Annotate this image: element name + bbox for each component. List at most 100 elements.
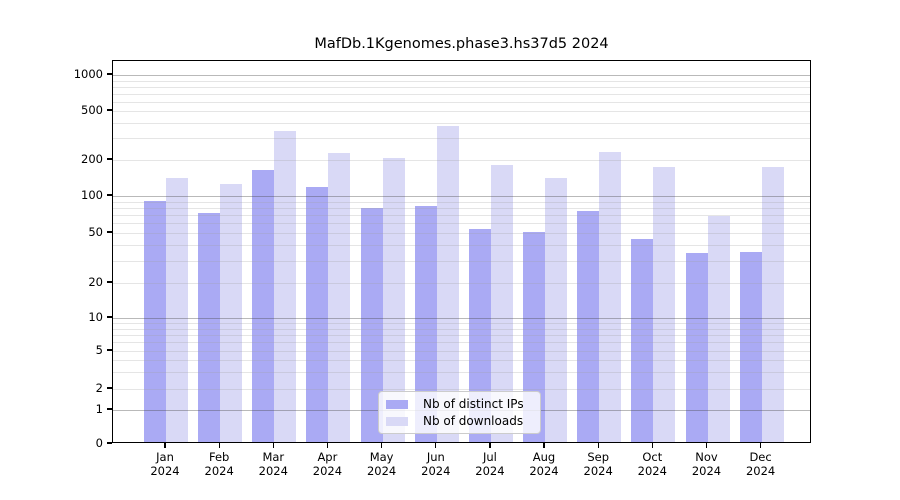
grid-line-minor	[113, 207, 810, 209]
y-tick-mark	[107, 387, 112, 389]
x-tick-mark	[489, 443, 491, 448]
y-tick-mark	[107, 73, 112, 75]
bar-distinct-ips-jul	[468, 228, 491, 442]
x-tick-year: 2024	[691, 464, 722, 478]
x-tick-month: Jan	[156, 450, 174, 464]
x-tick-month: Feb	[209, 450, 230, 464]
legend-label-distinct-ips: Nb of distinct IPs	[423, 397, 524, 411]
x-tick-year: 2024	[312, 464, 343, 478]
y-tick-mark	[107, 158, 112, 160]
bar-distinct-ips-mar	[252, 170, 275, 442]
grid-line-minor	[113, 80, 810, 82]
legend-swatch-distinct-ips	[386, 399, 408, 409]
legend: Nb of distinct IPs Nb of downloads	[378, 391, 541, 434]
x-tick-year: 2024	[529, 464, 559, 478]
legend-row-distinct-ips: Nb of distinct IPs	[379, 397, 540, 411]
x-tick-month: Jul	[482, 450, 497, 464]
x-tick-label: Jan 2024	[137, 450, 193, 478]
bar-downloads-jan	[166, 177, 188, 442]
grid-line-minor	[113, 201, 810, 203]
x-tick-month: Dec	[749, 450, 772, 464]
bar-downloads-aug	[545, 178, 567, 442]
x-tick-month: Apr	[317, 450, 338, 464]
x-tick-year: 2024	[637, 464, 667, 478]
y-tick-label: 500	[81, 102, 103, 117]
x-tick-mark	[435, 443, 437, 448]
x-tick-year: 2024	[583, 464, 613, 478]
bar-distinct-ips-aug	[523, 232, 545, 442]
grid-line-major	[113, 196, 810, 197]
x-tick-year: 2024	[421, 464, 451, 478]
x-tick-month: Mar	[262, 450, 285, 464]
bar-downloads-jul	[490, 165, 513, 442]
y-tick-mark	[107, 194, 112, 196]
bar-downloads-sep	[599, 152, 622, 442]
x-tick-year: 2024	[204, 464, 234, 478]
y-tick-mark	[107, 442, 112, 444]
bar-downloads-dec	[761, 167, 784, 442]
y-tick-label: 20	[88, 274, 103, 289]
x-tick-year: 2024	[150, 464, 180, 478]
x-tick-label: Sep 2024	[570, 450, 626, 478]
bar-distinct-ips-nov	[685, 253, 708, 442]
y-tick-label: 2	[95, 380, 103, 395]
x-tick-year: 2024	[366, 464, 397, 478]
x-tick-mark	[705, 443, 708, 448]
x-tick-month: Sep	[587, 450, 610, 464]
x-tick-month: Jun	[426, 450, 445, 464]
bar-distinct-ips-may	[360, 207, 383, 442]
x-tick-mark	[759, 443, 762, 448]
y-tick-mark	[107, 349, 112, 351]
x-tick-mark	[218, 443, 220, 448]
x-tick-month: May	[369, 450, 394, 464]
y-tick-label: 1	[95, 401, 103, 416]
bar-distinct-ips-oct	[631, 239, 654, 442]
x-tick-mark	[543, 443, 545, 448]
x-tick-mark	[597, 443, 599, 448]
x-tick-mark	[164, 443, 166, 448]
legend-label-downloads: Nb of downloads	[423, 414, 524, 428]
x-tick-month: Nov	[695, 450, 718, 464]
bar-distinct-ips-jan	[144, 200, 166, 442]
x-tick-label: Oct 2024	[624, 450, 680, 478]
y-tick-label: 50	[88, 224, 103, 239]
x-tick-year: 2024	[475, 464, 505, 478]
x-tick-month: Oct	[642, 450, 663, 464]
y-tick-mark	[107, 316, 112, 318]
grid-line-minor	[113, 86, 810, 88]
legend-swatch-downloads	[386, 416, 408, 426]
x-tick-label: Apr 2024	[299, 450, 355, 478]
bar-downloads-may	[382, 158, 405, 442]
bar-distinct-ips-feb	[198, 212, 221, 442]
x-tick-month: Aug	[532, 450, 556, 464]
bar-downloads-oct	[653, 166, 676, 442]
x-tick-label: Nov 2024	[679, 450, 735, 478]
y-tick-mark	[107, 408, 112, 410]
bar-distinct-ips-apr	[306, 187, 329, 442]
bar-distinct-ips-jun	[414, 205, 437, 442]
x-tick-mark	[651, 443, 653, 448]
x-tick-label: Mar 2024	[245, 450, 301, 478]
grid-line-minor	[113, 111, 810, 112]
bar-distinct-ips-dec	[739, 251, 762, 442]
bar-downloads-jun	[436, 125, 459, 442]
x-tick-mark	[326, 443, 329, 448]
y-tick-mark	[107, 231, 112, 233]
y-tick-label: 0	[95, 435, 103, 450]
y-tick-mark	[107, 109, 112, 111]
bar-downloads-feb	[220, 183, 243, 442]
grid-line-minor	[113, 138, 810, 140]
y-tick-mark	[107, 281, 112, 283]
bar-downloads-apr	[328, 153, 351, 442]
y-tick-label: 100	[81, 187, 103, 202]
x-tick-label: Aug 2024	[516, 450, 572, 478]
x-tick-label: Feb 2024	[191, 450, 247, 478]
bar-distinct-ips-sep	[577, 211, 600, 442]
bar-downloads-nov	[707, 215, 730, 442]
x-tick-label: May 2024	[354, 450, 410, 478]
x-tick-label: Jul 2024	[462, 450, 518, 478]
x-tick-year: 2024	[258, 464, 288, 478]
plot-area	[112, 60, 811, 443]
y-tick-label: 10	[88, 309, 103, 324]
bar-downloads-mar	[274, 131, 297, 442]
